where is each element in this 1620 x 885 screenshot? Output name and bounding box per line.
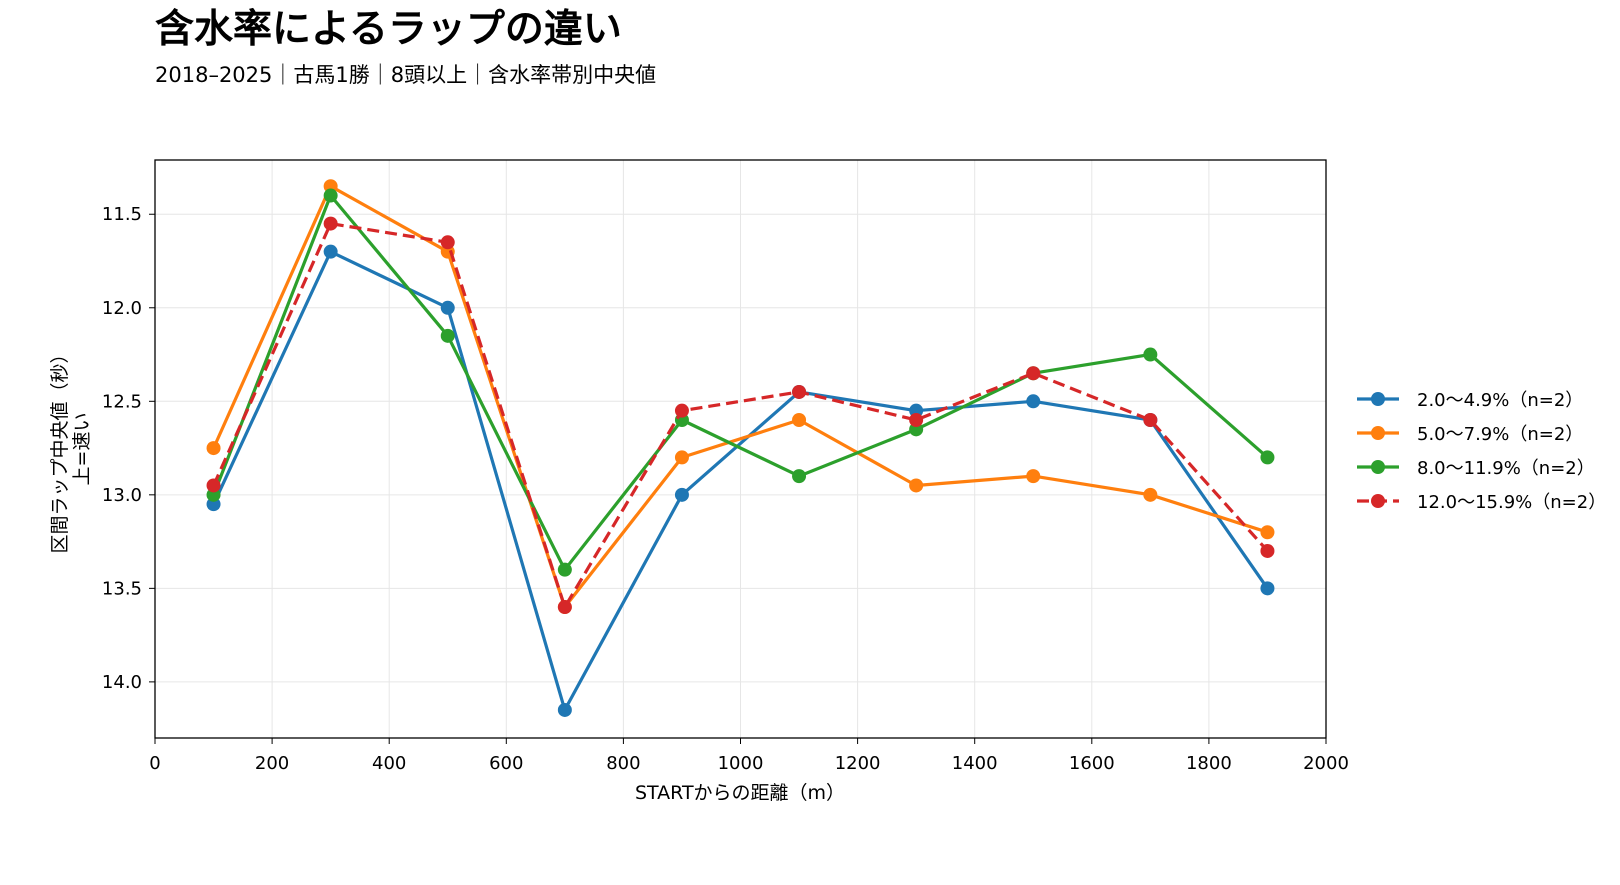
- data-point: [1026, 366, 1041, 381]
- x-axis: 0 200 400 600 800 1000 1200 1400 1600 1800 2000: [149, 738, 1349, 774]
- legend-label: 2.0〜4.9%（n=2）: [1417, 390, 1583, 411]
- y-tick-label: 13.5: [102, 578, 142, 599]
- x-tick-label: 1200: [835, 753, 881, 774]
- series-line: [212, 250, 1270, 712]
- data-point: [1260, 581, 1275, 596]
- series-line: [212, 193, 1270, 572]
- y-tick-label: 11.5: [102, 204, 142, 225]
- legend-swatch-marker: [1371, 494, 1385, 508]
- legend-swatch-marker: [1371, 426, 1385, 440]
- legend-swatch-marker: [1371, 460, 1385, 474]
- data-point: [674, 487, 689, 502]
- x-tick-label: 1000: [718, 753, 764, 774]
- x-tick-label: 1600: [1069, 753, 1115, 774]
- data-point: [1143, 413, 1158, 428]
- x-tick-label: 800: [606, 753, 640, 774]
- y-axis-title-line-1: 区間ラップ中央値（秒）: [49, 344, 71, 553]
- y-tick-label: 13.0: [102, 485, 142, 506]
- legend-item-2: 5.0〜7.9%（n=2）: [1357, 424, 1583, 445]
- x-tick-label: 1800: [1186, 753, 1232, 774]
- data-point: [674, 450, 689, 465]
- data-point: [557, 702, 572, 717]
- x-tick-label: 200: [255, 753, 289, 774]
- legend: 2.0〜4.9%（n=2） 5.0〜7.9%（n=2） 8.0〜11.9%（n=2）…: [1357, 390, 1606, 513]
- data-point: [440, 328, 455, 343]
- legend-item-4: 12.0〜15.9%（n=2）: [1357, 492, 1606, 513]
- legend-label: 12.0〜15.9%（n=2）: [1417, 492, 1606, 513]
- y-tick-label: 12.0: [102, 298, 142, 319]
- data-point: [1026, 469, 1041, 484]
- data-point: [792, 469, 807, 484]
- x-tick-label: 1400: [952, 753, 998, 774]
- legend-label: 5.0〜7.9%（n=2）: [1417, 424, 1583, 445]
- series-layer: [206, 179, 1275, 717]
- x-tick-label: 400: [372, 753, 406, 774]
- data-point: [792, 413, 807, 428]
- y-axis-title-line-2: 上=速い: [71, 413, 93, 486]
- x-tick-label: 600: [489, 753, 523, 774]
- data-point: [792, 384, 807, 399]
- series-line: [212, 222, 1269, 609]
- chart-subtitle: 2018–2025｜古馬1勝｜8頭以上｜含水率帯別中央値: [155, 63, 656, 87]
- data-point: [206, 478, 221, 493]
- y-tick-label: 14.0: [102, 672, 142, 693]
- data-point: [206, 441, 221, 456]
- data-point: [909, 478, 924, 493]
- legend-label: 8.0〜11.9%（n=2）: [1417, 458, 1595, 479]
- data-point: [1143, 487, 1158, 502]
- chart-title: 含水率によるラップの違い: [155, 7, 622, 52]
- data-point: [557, 600, 572, 615]
- x-tick-label: 0: [149, 753, 160, 774]
- data-point: [323, 188, 338, 203]
- series-4: [206, 216, 1275, 615]
- series-line: [212, 184, 1270, 609]
- data-point: [1260, 525, 1275, 540]
- y-axis-title: 区間ラップ中央値（秒） 上=速い: [49, 344, 93, 553]
- data-point: [1260, 543, 1275, 558]
- data-point: [557, 562, 572, 577]
- data-point: [323, 244, 338, 259]
- data-point: [1260, 450, 1275, 465]
- legend-item-3: 8.0〜11.9%（n=2）: [1357, 458, 1595, 479]
- legend-swatch-marker: [1371, 392, 1385, 406]
- grid: [155, 160, 1326, 738]
- data-point: [440, 235, 455, 250]
- x-axis-title: STARTからの距離（m）: [635, 782, 845, 804]
- data-point: [1143, 347, 1158, 362]
- x-tick-label: 2000: [1303, 753, 1349, 774]
- series-1: [206, 244, 1275, 717]
- data-point: [323, 216, 338, 231]
- legend-item-1: 2.0〜4.9%（n=2）: [1357, 390, 1583, 411]
- data-point: [674, 403, 689, 418]
- y-axis: 11.5 12.0 12.5 13.0 13.5 14.0: [102, 204, 155, 693]
- y-tick-label: 12.5: [102, 391, 142, 412]
- data-point: [909, 413, 924, 428]
- data-point: [1026, 394, 1041, 409]
- data-point: [440, 300, 455, 315]
